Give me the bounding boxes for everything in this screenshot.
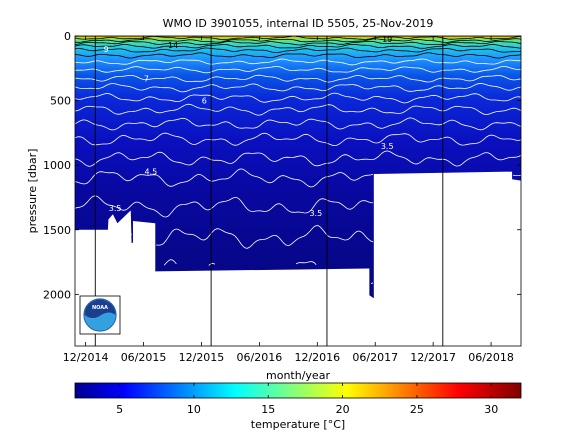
isotherm-line: [75, 150, 521, 167]
data-gap: [103, 210, 133, 301]
colorbar-tick-label: 15: [261, 403, 275, 416]
isotherm-line: [129, 225, 374, 249]
data-layer: 14 19 9 7 6 4.5 3.5 3.5 3.5 3: [75, 35, 521, 301]
isotherm-line: [75, 168, 521, 188]
colorbar-gradient: [74, 382, 522, 399]
isotherm-line: [75, 132, 521, 147]
contour-label: 9: [104, 45, 109, 54]
colorbar-tick-label: 20: [336, 403, 350, 416]
x-tick-label: 06/2015: [121, 351, 167, 364]
y-tick-label: 2000: [43, 288, 71, 301]
x-tick-label: 12/2015: [179, 351, 225, 364]
isotherm-line: [75, 58, 521, 66]
x-tick-label: 12/2016: [294, 351, 340, 364]
y-tick-label: 500: [50, 95, 71, 108]
x-tick-label: 06/2016: [237, 351, 283, 364]
contour-label: 3: [99, 235, 104, 244]
colorbar-tick-label: 5: [116, 403, 123, 416]
contour-label: 3.5: [309, 209, 322, 218]
y-axis-label: pressure [dbar]: [26, 149, 39, 234]
y-axis: 0 500 1000 1500 2000: [43, 30, 521, 301]
isotherm-line: [75, 83, 521, 93]
isotherm-line: [163, 259, 374, 285]
isotherm-line: [75, 117, 521, 131]
x-tick-label: 06/2017: [352, 351, 398, 364]
isotherm-line: [75, 38, 521, 43]
x-tick-label: 06/2018: [468, 351, 514, 364]
y-tick-label: 1000: [43, 159, 71, 172]
colorbar-tick-label: 10: [187, 403, 201, 416]
isotherm-line: [75, 92, 521, 104]
isotherm-line: [75, 66, 521, 74]
noaa-logo: NOAA: [79, 295, 121, 335]
y-tick-label: 1500: [43, 224, 71, 237]
x-axis: 12/2014 06/2015 12/2015 06/2016 12/2016 06/20…: [63, 36, 514, 364]
chart-title: WMO ID 3901055, internal ID 5505, 25-Nov…: [163, 17, 434, 30]
year-boundary-lines: [94, 36, 444, 346]
isotherm-line: [75, 40, 521, 46]
isotherm-line: [75, 74, 521, 83]
colorbar-label: temperature [°C]: [251, 418, 345, 431]
x-axis-label: month/year: [266, 369, 330, 382]
contour-label: 19: [382, 35, 392, 44]
x-tick-label: 12/2014: [63, 351, 109, 364]
isotherm-line: [75, 195, 374, 218]
colorbar-tick-label: 30: [484, 403, 498, 416]
contour-label: 4.5: [144, 168, 157, 177]
isotherm-line: [75, 43, 521, 49]
svg-text:NOAA: NOAA: [92, 305, 108, 311]
contour-label: 6: [202, 97, 207, 106]
colorbar: 5 10 15 20 25 30: [74, 382, 522, 416]
y-tick-label: 0: [64, 30, 71, 43]
plot-frame: [74, 35, 522, 347]
x-tick-label: 12/2017: [410, 351, 456, 364]
isotherm-line: [75, 36, 521, 41]
contour-label: 14: [168, 41, 178, 50]
isotherm-line: [75, 103, 521, 116]
isotherm-line: [75, 52, 521, 59]
contour-label: 3.5: [109, 204, 122, 213]
isotherm-line: [75, 47, 521, 54]
contour-label: 7: [144, 75, 149, 84]
contour-label: 3.5: [381, 142, 394, 151]
colorbar-tick-label: 25: [410, 403, 424, 416]
